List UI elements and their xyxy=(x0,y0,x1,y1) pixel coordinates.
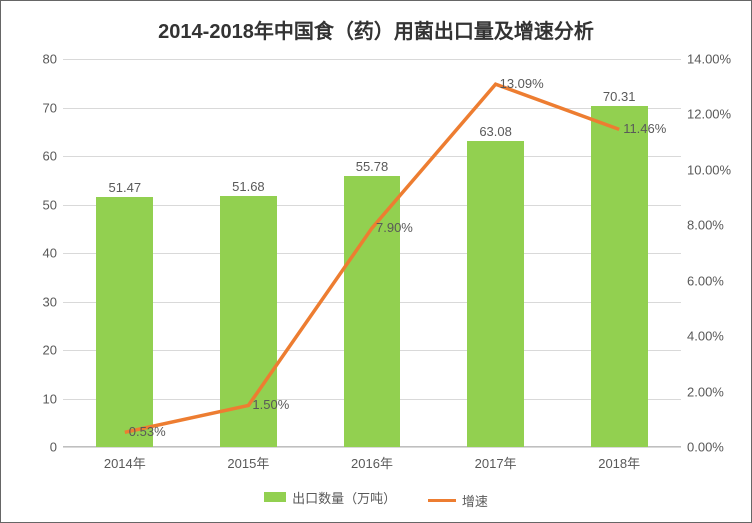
line-value-label: 11.46% xyxy=(623,121,666,136)
y-left-tick: 20 xyxy=(43,343,63,358)
x-tick: 2016年 xyxy=(351,447,393,472)
legend-item-line: 增速 xyxy=(428,491,488,510)
y-right-tick: 12.00% xyxy=(681,107,731,122)
line-value-label: 1.50% xyxy=(252,397,289,412)
y-right-tick: 10.00% xyxy=(681,162,731,177)
legend-label-bars: 出口数量（万吨） xyxy=(292,488,396,507)
legend-item-bars: 出口数量（万吨） xyxy=(264,488,396,507)
legend-label-line: 增速 xyxy=(462,491,488,510)
y-left-tick: 10 xyxy=(43,391,63,406)
y-right-tick: 0.00% xyxy=(681,440,724,455)
legend-swatch-bar xyxy=(264,492,286,502)
y-right-tick: 2.00% xyxy=(681,384,724,399)
y-right-tick: 6.00% xyxy=(681,273,724,288)
growth-line xyxy=(125,84,619,432)
y-left-tick: 70 xyxy=(43,100,63,115)
plot-area: 010203040506070800.00%2.00%4.00%6.00%8.0… xyxy=(63,59,681,447)
y-left-tick: 0 xyxy=(50,440,63,455)
y-right-tick: 8.00% xyxy=(681,218,724,233)
x-tick: 2015年 xyxy=(227,447,269,472)
y-left-tick: 60 xyxy=(43,149,63,164)
line-value-label: 0.53% xyxy=(129,424,166,439)
legend: 出口数量（万吨） 增速 xyxy=(1,488,751,511)
x-tick: 2017年 xyxy=(475,447,517,472)
y-left-tick: 50 xyxy=(43,197,63,212)
chart-container: 2014-2018年中国食（药）用菌出口量及增速分析 0102030405060… xyxy=(0,0,752,523)
y-right-tick: 14.00% xyxy=(681,52,731,67)
line-value-label: 13.09% xyxy=(500,76,544,91)
line-layer xyxy=(63,59,681,447)
legend-swatch-line xyxy=(428,499,456,502)
y-left-tick: 80 xyxy=(43,52,63,67)
y-left-tick: 40 xyxy=(43,246,63,261)
x-tick: 2014年 xyxy=(104,447,146,472)
y-right-tick: 4.00% xyxy=(681,329,724,344)
line-value-label: 7.90% xyxy=(376,220,413,235)
x-tick: 2018年 xyxy=(598,447,640,472)
chart-title: 2014-2018年中国食（药）用菌出口量及增速分析 xyxy=(1,1,751,50)
y-left-tick: 30 xyxy=(43,294,63,309)
